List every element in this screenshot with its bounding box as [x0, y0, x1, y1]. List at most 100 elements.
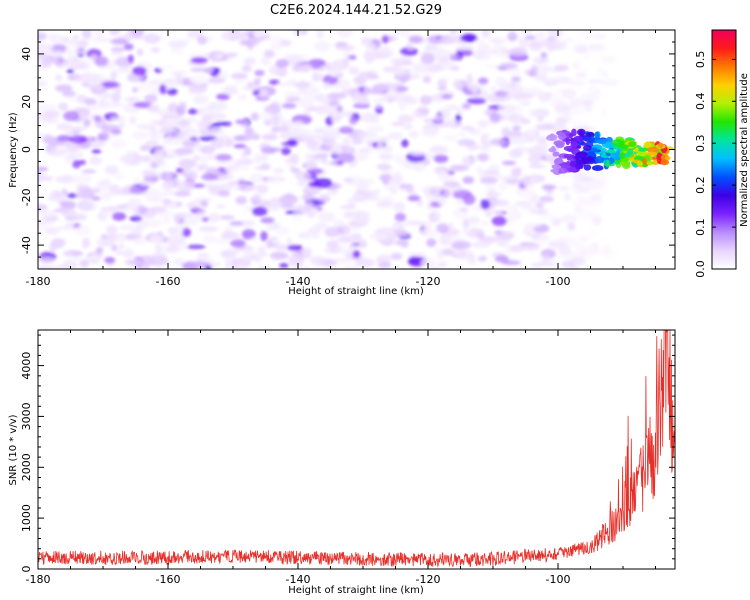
heatmap-blob [215, 204, 227, 209]
heatmap-blob [292, 120, 305, 129]
heatmap-signal-blob [619, 152, 626, 160]
heatmap-signal-blob [646, 151, 658, 156]
heatmap-signal-blob [633, 156, 645, 161]
heatmap-blob [271, 238, 282, 244]
heatmap-blob [540, 211, 558, 222]
heatmap-blob [196, 208, 206, 214]
heatmap-blob [199, 129, 216, 136]
heatmap-blob [322, 161, 339, 166]
heatmap-signal-blob [606, 152, 611, 157]
heatmap-blob [437, 261, 448, 268]
heatmap-blob [249, 196, 257, 203]
heatmap-blob [159, 84, 167, 95]
heatmap-signal-blob [565, 137, 571, 146]
heatmap-blob [312, 208, 319, 214]
heatmap-blob [234, 265, 247, 269]
heatmap-blob [599, 169, 616, 178]
heatmap-blob [89, 155, 102, 166]
heatmap-signal-blob [590, 147, 598, 152]
heatmap-blob [457, 131, 467, 138]
heatmap-signal-blob [596, 138, 608, 145]
heatmap-blob [600, 108, 608, 117]
heatmap-blob [141, 169, 156, 178]
heatmap-blob [198, 121, 210, 127]
x-tick-label: -160 [156, 573, 181, 586]
heatmap-blob [233, 161, 242, 171]
heatmap-blob [124, 259, 143, 266]
heatmap-blob [435, 167, 445, 173]
heatmap-blob [104, 256, 116, 264]
heatmap-blob [600, 79, 619, 86]
heatmap-blob [352, 250, 361, 259]
heatmap-blob [133, 176, 140, 183]
colorbar-tick-label: 0.5 [694, 51, 707, 69]
heatmap-blob [485, 171, 500, 176]
heatmap-blob [416, 198, 424, 207]
heatmap-blob [81, 169, 96, 174]
heatmap-blob [97, 91, 114, 100]
heatmap-blob [353, 75, 367, 86]
heatmap-blob [286, 138, 298, 147]
heatmap-blob [182, 227, 191, 237]
heatmap-blob [83, 118, 91, 127]
y-tick-label: 0 [20, 146, 33, 153]
heatmap-blob [425, 225, 432, 234]
heatmap-blob [230, 73, 248, 79]
heatmap-blob [110, 70, 117, 82]
heatmap-blob [81, 30, 92, 39]
heatmap-blob [155, 243, 163, 253]
snr-y-axis: 0 1000 2000 3000 4000 [20, 334, 675, 573]
heatmap-blob [208, 154, 217, 160]
heatmap-blob [132, 66, 147, 76]
heatmap-blob [307, 227, 322, 235]
heatmap-blob [349, 116, 358, 125]
heatmap-blob [168, 118, 181, 123]
heatmap-blob [73, 125, 88, 131]
heatmap-blob [441, 248, 454, 256]
heatmap-blob [266, 199, 279, 205]
heatmap-blob [81, 237, 90, 249]
heatmap-signal-blob [622, 162, 631, 169]
heatmap-blob [589, 229, 596, 239]
heatmap-blob [201, 173, 219, 181]
heatmap-blob [150, 120, 168, 125]
heatmap-blob [178, 101, 187, 110]
heatmap-blob [159, 65, 174, 71]
heatmap-blob [326, 240, 339, 249]
x-tick-label: -160 [156, 275, 181, 288]
heatmap-blob [91, 83, 105, 91]
heatmap-blob [318, 196, 330, 202]
heatmap-blob [127, 54, 134, 64]
heatmap-blob [322, 82, 331, 89]
heatmap-blob [579, 30, 593, 39]
heatmap-blob [445, 236, 465, 242]
heatmap-blob [476, 231, 485, 240]
heatmap-blob [170, 70, 187, 76]
colorbar: 0.0 0.1 0.2 0.3 0.4 0.5 Normalized spectral a… [694, 29, 750, 278]
heatmap-blob [331, 59, 350, 70]
heatmap-blob [38, 32, 47, 41]
heatmap-blob [580, 169, 591, 175]
heatmap-signal-blob [570, 141, 578, 149]
heatmap-blob [495, 231, 515, 240]
heatmap-blob [540, 51, 548, 59]
snr-series-line [38, 330, 675, 568]
heatmap-y-axis: -40 -20 0 20 40 [20, 29, 675, 270]
heatmap-blob [390, 252, 403, 261]
heatmap-blob [471, 88, 479, 95]
heatmap-blob [507, 31, 518, 42]
heatmap-blob [406, 149, 422, 155]
heatmap-blob [154, 255, 162, 263]
heatmap-blob [221, 30, 241, 41]
heatmap-blob [569, 79, 586, 87]
heatmap-blob [421, 108, 430, 115]
heatmap-blob [219, 215, 235, 220]
heatmap-blob [210, 138, 224, 149]
heatmap-blob [472, 50, 485, 60]
heatmap-blob [186, 244, 206, 249]
heatmap-blob [196, 252, 210, 259]
heatmap-blob [339, 204, 357, 210]
heatmap-blob [602, 93, 617, 98]
heatmap-blob [291, 214, 303, 222]
heatmap-blob [346, 197, 366, 203]
